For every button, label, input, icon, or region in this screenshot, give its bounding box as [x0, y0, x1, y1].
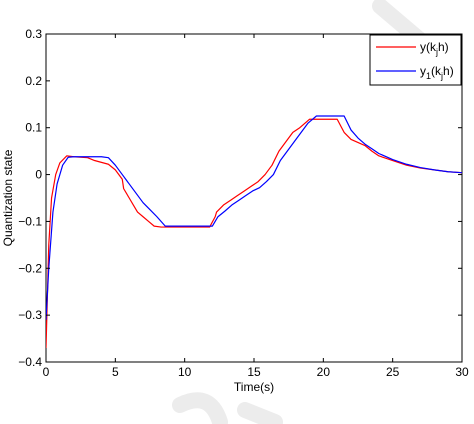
series-layer — [46, 115, 462, 348]
y-tick-label: 0.2 — [25, 74, 42, 88]
x-tick-label: 30 — [455, 365, 469, 379]
x-tick-label: 0 — [43, 365, 50, 379]
legend-label-y-base: y(k — [420, 40, 437, 54]
x-tick-label: 10 — [178, 365, 192, 379]
legend-label-y1: y1(kjh) — [420, 64, 454, 81]
y-tick-label: 0.1 — [25, 121, 42, 135]
y-tick-label: −0.4 — [18, 355, 42, 369]
legend-label-y-tail: h) — [438, 40, 449, 54]
y-tick-label: 0 — [35, 168, 42, 182]
legend-label-y1-base: y — [420, 64, 426, 78]
legend-label-y1-mid: (k — [431, 64, 442, 78]
x-tick-label: 25 — [386, 365, 400, 379]
x-axis-label: Time(s) — [234, 380, 274, 394]
y-axis-label: Quantization state — [1, 149, 15, 246]
legend-label-y1-sub2: j — [440, 71, 443, 81]
x-tick-label: 5 — [112, 365, 119, 379]
y-tick-label: 0.3 — [25, 27, 42, 41]
y-tick-label: −0.1 — [18, 214, 42, 228]
series-line-y — [46, 118, 462, 348]
tick-layer: 0 5 10 15 20 25 30 −0.4 −0.3 −0.2 −0.1 0 0.1 0.2 0.3 — [18, 27, 469, 379]
legend-label-y-sub: j — [435, 47, 438, 57]
legend-label-y1-tail: h) — [443, 64, 454, 78]
legend-label-y: y(kjh) — [420, 40, 449, 57]
plot-frame — [45, 33, 463, 363]
x-tick-label: 15 — [247, 365, 261, 379]
plot-area: 0 5 10 15 20 25 30 −0.4 −0.3 −0.2 −0.1 0 0.1 0.2 0.3 — [18, 27, 469, 379]
legend-label-y1-sub: 1 — [426, 71, 431, 81]
x-tick-label: 20 — [317, 365, 331, 379]
y-tick-label: −0.3 — [18, 308, 42, 322]
y-tick-label: −0.2 — [18, 261, 42, 275]
series-line-y1 — [46, 115, 462, 320]
legend: y(kjh) y1(kjh) — [369, 34, 462, 86]
legend-box — [369, 34, 462, 86]
